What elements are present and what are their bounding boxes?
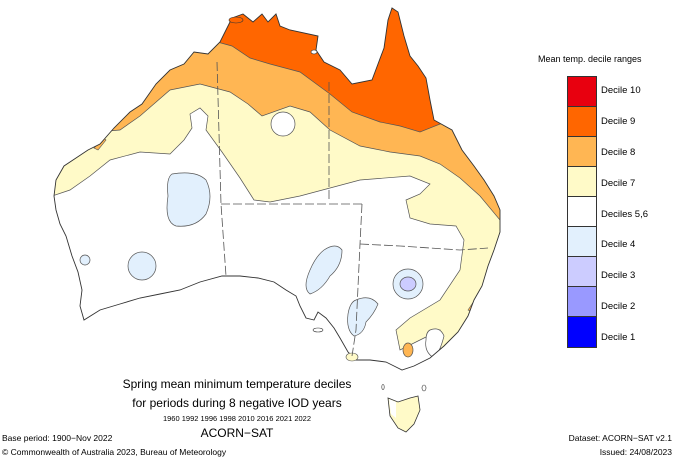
australia-decile-map bbox=[53, 7, 501, 433]
island-kangaroo bbox=[312, 327, 324, 333]
legend-swatch-decile-7 bbox=[568, 167, 596, 197]
copyright: © Commonwealth of Australia 2023, Bureau… bbox=[2, 447, 227, 457]
legend-label: Decile 1 bbox=[601, 332, 636, 344]
legend-swatch-decile-10 bbox=[568, 77, 596, 107]
region-decile-3-nsw bbox=[399, 276, 417, 292]
legend-swatch-decile-9 bbox=[568, 107, 596, 137]
legend-swatch-decile-1 bbox=[568, 317, 596, 347]
region-decile-4-wa-small bbox=[79, 254, 91, 266]
map-title-years: 1960 1992 1996 1998 2010 2016 2021 2022 bbox=[162, 414, 312, 423]
legend-label: Decile 9 bbox=[601, 115, 636, 127]
map-title-line-2: for periods during 8 negative IOD years bbox=[132, 396, 342, 410]
legend-label: Decile 4 bbox=[601, 239, 636, 251]
legend-swatch-decile-8 bbox=[568, 137, 596, 167]
state-borders bbox=[216, 61, 489, 357]
region-decile-4-wa-south bbox=[127, 251, 157, 281]
island-flinders bbox=[421, 384, 427, 392]
legend-swatch-decile-4 bbox=[568, 227, 596, 257]
region-deciles-5-6-nt bbox=[270, 111, 296, 137]
legend-swatch-deciles-5-6 bbox=[568, 197, 596, 227]
region-decile-4-sa bbox=[305, 245, 343, 295]
legend-label: Decile 7 bbox=[601, 177, 636, 189]
legend-label: Decile 3 bbox=[601, 270, 636, 282]
dataset-version: Dataset: ACORN−SAT v2.1 bbox=[568, 433, 672, 443]
region-decile-7-sa-coast bbox=[345, 352, 359, 362]
region-decile-4-vic-nsw bbox=[347, 297, 379, 337]
island-melville bbox=[228, 16, 244, 24]
legend-colorbar bbox=[567, 76, 597, 348]
legend-swatch-decile-3 bbox=[568, 257, 596, 287]
base-period: Base period: 1900−Nov 2022 bbox=[2, 433, 113, 443]
island-king bbox=[381, 384, 385, 390]
legend-swatch-decile-2 bbox=[568, 287, 596, 317]
legend-title: Mean temp. decile ranges bbox=[538, 54, 642, 64]
map-title-dataset: ACORN−SAT bbox=[200, 426, 274, 440]
region-decile-8-vic bbox=[402, 342, 414, 358]
legend-label: Deciles 5,6 bbox=[601, 208, 648, 220]
tasmania-west bbox=[389, 399, 396, 418]
legend-label: Decile 10 bbox=[601, 85, 641, 96]
island-groote bbox=[310, 49, 318, 55]
legend-label: Decile 2 bbox=[601, 301, 636, 313]
legend-label: Decile 8 bbox=[601, 146, 636, 158]
map-title-line-1: Spring mean minimum temperature deciles bbox=[122, 377, 352, 391]
issued-date: Issued: 24/08/2023 bbox=[599, 447, 672, 457]
region-decile-4-wa-central bbox=[166, 172, 211, 227]
legend-labels: Decile 10 Decile 9 Decile 8 Decile 7 Dec… bbox=[601, 76, 648, 354]
